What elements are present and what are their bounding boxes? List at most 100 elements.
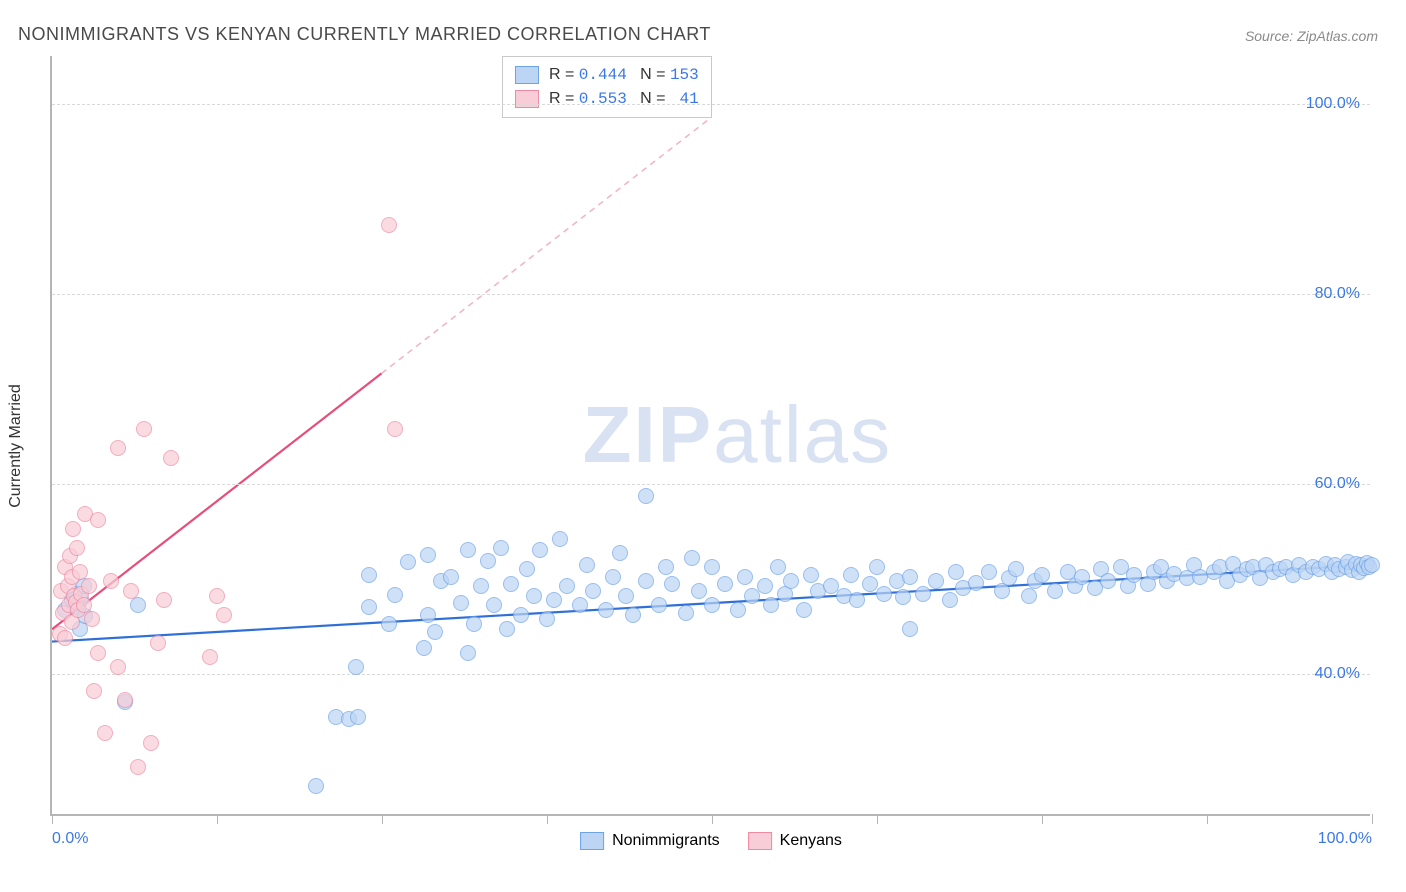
scatter-point: [539, 611, 555, 627]
scatter-point: [130, 759, 146, 775]
scatter-point: [915, 586, 931, 602]
scatter-point: [730, 602, 746, 618]
scatter-point: [612, 545, 628, 561]
scatter-point: [783, 573, 799, 589]
scatter-point: [308, 778, 324, 794]
scatter-point: [876, 586, 892, 602]
x-tick: [1207, 814, 1208, 824]
legend-swatch: [748, 832, 772, 850]
scatter-point: [216, 607, 232, 623]
scatter-point: [572, 597, 588, 613]
gridline-h: [52, 104, 1370, 105]
scatter-point: [486, 597, 502, 613]
x-tick: [382, 814, 383, 824]
x-tick: [547, 814, 548, 824]
scatter-point: [519, 561, 535, 577]
scatter-point: [1047, 583, 1063, 599]
scatter-point: [559, 578, 575, 594]
scatter-point: [350, 709, 366, 725]
x-tick: [1372, 814, 1373, 824]
scatter-point: [843, 567, 859, 583]
scatter-point: [1364, 557, 1380, 573]
scatter-point: [579, 557, 595, 573]
scatter-point: [348, 659, 364, 675]
legend-label: Kenyans: [780, 832, 842, 850]
scatter-point: [1021, 588, 1037, 604]
scatter-point: [493, 540, 509, 556]
scatter-point: [737, 569, 753, 585]
legend-label: Nonimmigrants: [612, 832, 720, 850]
watermark-rest: atlas: [713, 390, 892, 479]
scatter-point: [420, 607, 436, 623]
x-tick: [877, 814, 878, 824]
scatter-point: [400, 554, 416, 570]
x-tick: [52, 814, 53, 824]
scatter-point: [902, 569, 918, 585]
scatter-point: [499, 621, 515, 637]
y-tick-label: 40.0%: [1315, 665, 1360, 683]
scatter-point: [57, 630, 73, 646]
scatter-point: [480, 553, 496, 569]
y-tick-label: 80.0%: [1315, 285, 1360, 303]
scatter-point: [130, 597, 146, 613]
watermark: ZIPatlas: [583, 389, 892, 481]
scatter-point: [381, 616, 397, 632]
scatter-point: [605, 569, 621, 585]
scatter-point: [1034, 567, 1050, 583]
scatter-point: [503, 576, 519, 592]
scatter-point: [416, 640, 432, 656]
scatter-point: [72, 564, 88, 580]
stats-legend-row: R = 0.444 N = 153: [515, 63, 699, 87]
scatter-point: [209, 588, 225, 604]
x-tick-label: 0.0%: [52, 830, 88, 848]
scatter-point: [97, 725, 113, 741]
scatter-point: [704, 597, 720, 613]
y-axis-label: Currently Married: [7, 384, 25, 508]
gridline-h: [52, 674, 1370, 675]
scatter-point: [81, 578, 97, 594]
scatter-point: [460, 542, 476, 558]
legend-item: Nonimmigrants: [580, 832, 720, 850]
scatter-point: [948, 564, 964, 580]
x-tick: [1042, 814, 1043, 824]
scatter-point: [526, 588, 542, 604]
scatter-point: [763, 597, 779, 613]
source-value: ZipAtlas.com: [1297, 28, 1378, 44]
scatter-point: [638, 488, 654, 504]
scatter-point: [84, 611, 100, 627]
scatter-point: [466, 616, 482, 632]
scatter-point: [110, 659, 126, 675]
watermark-bold: ZIP: [583, 390, 713, 479]
scatter-point: [902, 621, 918, 637]
trend-lines-layer: [52, 56, 1370, 814]
x-tick: [217, 814, 218, 824]
stats-legend: R = 0.444 N = 153R = 0.553 N = 41: [502, 56, 712, 118]
scatter-point: [420, 547, 436, 563]
scatter-point: [473, 578, 489, 594]
scatter-point: [117, 692, 133, 708]
scatter-point: [585, 583, 601, 599]
scatter-point: [86, 683, 102, 699]
scatter-point: [625, 607, 641, 623]
scatter-point: [704, 559, 720, 575]
chart-container: NONIMMIGRANTS VS KENYAN CURRENTLY MARRIE…: [0, 0, 1406, 892]
scatter-point: [381, 217, 397, 233]
scatter-point: [513, 607, 529, 623]
scatter-point: [453, 595, 469, 611]
y-tick-label: 60.0%: [1315, 475, 1360, 493]
legend-swatch: [515, 90, 539, 108]
source-label: Source:: [1245, 28, 1293, 44]
y-tick-label: 100.0%: [1306, 95, 1360, 113]
scatter-point: [156, 592, 172, 608]
scatter-point: [869, 559, 885, 575]
scatter-point: [684, 550, 700, 566]
legend-swatch: [580, 832, 604, 850]
stats-legend-row: R = 0.553 N = 41: [515, 87, 699, 111]
scatter-point: [90, 512, 106, 528]
scatter-point: [942, 592, 958, 608]
scatter-point: [638, 573, 654, 589]
scatter-point: [803, 567, 819, 583]
scatter-point: [552, 531, 568, 547]
scatter-point: [103, 573, 119, 589]
chart-title: NONIMMIGRANTS VS KENYAN CURRENTLY MARRIE…: [18, 24, 711, 45]
